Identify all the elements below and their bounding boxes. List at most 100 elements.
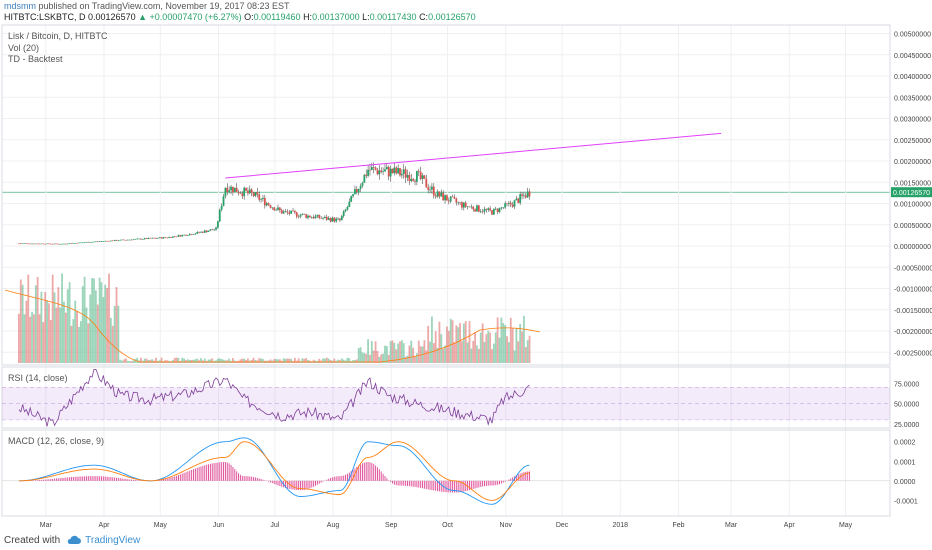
volume-bar <box>312 359 315 363</box>
volume-bar <box>44 292 47 363</box>
symbol-ticker: HITBTC:LSKBTC, D <box>4 12 86 22</box>
candle-body <box>308 215 311 218</box>
candle-body <box>104 240 107 242</box>
up-arrow-icon: ▲ <box>138 12 148 22</box>
volume-bar <box>74 300 77 363</box>
volume-bar <box>417 340 420 363</box>
volume-bar <box>31 311 33 363</box>
candle-body <box>138 238 140 240</box>
candle-body <box>145 238 148 239</box>
volume-bar <box>48 303 50 363</box>
volume-bar <box>461 341 463 363</box>
price-tick-label: 0.00050000 <box>894 223 931 230</box>
candle-body <box>17 243 20 245</box>
publish-header: mdsmm published on TradingView.com, Nove… <box>4 1 290 11</box>
candle-body <box>134 239 137 240</box>
candle-body <box>327 218 330 220</box>
candle-body <box>203 230 206 233</box>
volume-bar <box>36 276 39 363</box>
time-tick-label: Apr <box>99 522 111 529</box>
volume-bar <box>526 340 529 363</box>
time-tick-label: Sep <box>385 522 398 529</box>
candle-body <box>301 213 304 215</box>
volume-bar <box>301 358 304 363</box>
candle-body <box>245 187 247 191</box>
volume-bar <box>416 353 418 363</box>
candle-body <box>111 240 114 242</box>
candle-body <box>316 214 319 217</box>
candle-body <box>431 186 433 190</box>
volume-bar <box>102 297 105 363</box>
candle-body <box>79 242 82 244</box>
volume-bar <box>318 358 321 363</box>
volume-bar <box>466 342 469 363</box>
volume-bar <box>333 358 336 363</box>
volume-bar <box>181 357 184 363</box>
candle-body <box>141 239 144 240</box>
volume-bar <box>222 359 225 363</box>
volume-bar <box>327 358 330 363</box>
rsi-tick-label: 25.0000 <box>894 422 919 429</box>
candle-body <box>102 241 105 242</box>
volume-bar <box>444 345 446 363</box>
candle-body <box>402 169 405 174</box>
candle-body <box>348 201 351 207</box>
candle-body <box>226 187 229 193</box>
author-link[interactable]: mdsmm <box>4 1 36 11</box>
volume-bar <box>380 354 383 363</box>
candle-body <box>483 208 486 212</box>
volume-bar <box>106 288 109 363</box>
candle-body <box>494 208 497 210</box>
volume-bar <box>399 341 401 363</box>
volume-bar <box>49 319 52 363</box>
volume-bar <box>410 340 413 363</box>
volume-bar <box>354 360 356 363</box>
volume-bar <box>523 315 525 363</box>
volume-bar <box>442 348 445 363</box>
volume-bar <box>477 348 480 363</box>
candle-body <box>350 196 353 202</box>
volume-bar <box>472 340 475 363</box>
candle-body <box>260 199 262 200</box>
volume-bar <box>524 347 527 363</box>
price-tick-label: 0.00400000 <box>894 74 931 81</box>
candle-body <box>218 209 221 222</box>
candle-body <box>378 170 381 175</box>
volume-bar <box>186 359 189 363</box>
candle-body <box>74 243 77 244</box>
candle-body <box>322 218 324 219</box>
volume-bar <box>216 358 219 363</box>
candle-body <box>434 195 437 197</box>
macd-tick-label: -0.0001 <box>894 498 918 505</box>
candle-body <box>162 237 165 239</box>
volume-bar <box>117 305 120 363</box>
candle-body <box>461 202 463 208</box>
volume-bar <box>34 285 37 363</box>
candle-body <box>286 211 289 213</box>
candle-body <box>414 180 416 182</box>
candle-body <box>38 243 41 245</box>
volume-bar <box>55 307 58 363</box>
candle-body <box>303 213 306 215</box>
candle-body <box>271 207 274 209</box>
last-price-tag <box>891 187 932 198</box>
candle-body <box>462 202 465 208</box>
volume-bar <box>203 358 206 363</box>
candle-body <box>155 238 157 239</box>
candle-body <box>179 235 182 237</box>
tradingview-logo[interactable]: TradingView <box>66 534 140 546</box>
time-tick-label: Jul <box>270 522 279 529</box>
volume-bar <box>455 325 458 363</box>
volume-bar <box>378 356 381 363</box>
volume-bar <box>68 282 71 363</box>
candle-body <box>93 241 95 243</box>
candle-body <box>297 216 300 218</box>
candle-body <box>190 234 193 235</box>
volume-bar <box>151 359 154 363</box>
low-value: 0.00117430 <box>369 12 417 22</box>
volume-bar <box>147 359 150 363</box>
volume-bar <box>72 319 75 363</box>
volume-bar <box>70 325 73 363</box>
volume-bar <box>511 328 514 363</box>
